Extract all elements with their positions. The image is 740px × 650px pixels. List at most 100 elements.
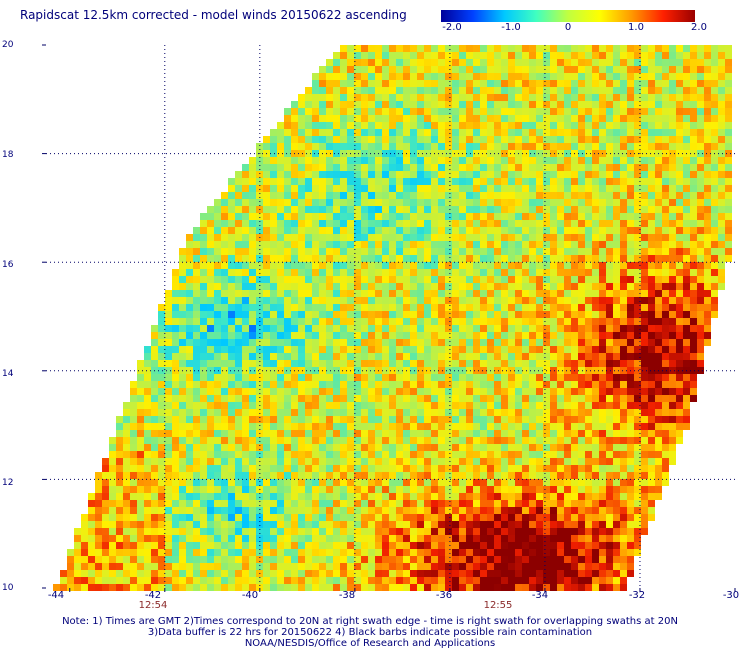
swath-cell bbox=[305, 199, 312, 206]
swath-cell bbox=[312, 276, 319, 283]
swath-cell bbox=[557, 339, 564, 346]
swath-cell bbox=[403, 297, 410, 304]
swath-cell bbox=[543, 486, 550, 493]
swath-cell bbox=[249, 234, 256, 241]
swath-cell bbox=[249, 220, 256, 227]
swath-cell bbox=[214, 206, 221, 213]
swath-cell bbox=[235, 220, 242, 227]
swath-cell bbox=[494, 129, 501, 136]
swath-cell bbox=[459, 108, 466, 115]
swath-cell bbox=[326, 360, 333, 367]
swath-cell bbox=[473, 444, 480, 451]
swath-cell bbox=[585, 220, 592, 227]
swath-cell bbox=[690, 143, 697, 150]
swath-cell bbox=[564, 227, 571, 234]
swath-cell bbox=[690, 206, 697, 213]
swath-cell bbox=[130, 444, 137, 451]
swath-cell bbox=[508, 276, 515, 283]
swath-cell bbox=[508, 199, 515, 206]
swath-cell bbox=[515, 297, 522, 304]
swath-cell bbox=[186, 500, 193, 507]
swath-cell bbox=[459, 353, 466, 360]
swath-cell bbox=[508, 227, 515, 234]
swath-cell bbox=[452, 507, 459, 514]
swath-cell bbox=[473, 374, 480, 381]
swath-cell bbox=[214, 402, 221, 409]
swath-cell bbox=[536, 213, 543, 220]
swath-cell bbox=[382, 248, 389, 255]
swath-cell bbox=[522, 304, 529, 311]
swath-cell bbox=[305, 332, 312, 339]
swath-cell bbox=[557, 283, 564, 290]
swath-cell bbox=[375, 66, 382, 73]
swath-cell bbox=[585, 367, 592, 374]
swath-cell bbox=[305, 192, 312, 199]
swath-cell bbox=[179, 416, 186, 423]
swath-cell bbox=[648, 325, 655, 332]
swath-cell bbox=[347, 395, 354, 402]
swath-cell bbox=[319, 381, 326, 388]
swath-cell bbox=[375, 416, 382, 423]
swath-cell bbox=[466, 269, 473, 276]
swath-cell bbox=[536, 367, 543, 374]
swath-cell bbox=[291, 423, 298, 430]
swath-cell bbox=[466, 367, 473, 374]
swath-cell bbox=[515, 234, 522, 241]
swath-cell bbox=[648, 297, 655, 304]
swath-cell bbox=[508, 150, 515, 157]
swath-cell bbox=[641, 241, 648, 248]
swath-cell bbox=[536, 451, 543, 458]
swath-cell bbox=[326, 493, 333, 500]
swath-cell bbox=[270, 234, 277, 241]
swath-cell bbox=[557, 409, 564, 416]
swath-cell bbox=[557, 94, 564, 101]
swath-cell bbox=[256, 493, 263, 500]
swath-cell bbox=[592, 129, 599, 136]
swath-cell bbox=[319, 304, 326, 311]
swath-cell bbox=[697, 353, 704, 360]
swath-cell bbox=[641, 297, 648, 304]
swath-cell bbox=[235, 325, 242, 332]
swath-cell bbox=[550, 157, 557, 164]
swath-cell bbox=[480, 143, 487, 150]
swath-cell bbox=[172, 416, 179, 423]
swath-cell bbox=[578, 101, 585, 108]
swath-cell bbox=[389, 297, 396, 304]
swath-cell bbox=[109, 465, 116, 472]
swath-cell bbox=[599, 283, 606, 290]
swath-cell bbox=[389, 213, 396, 220]
swath-cell bbox=[501, 241, 508, 248]
swath-cell bbox=[606, 185, 613, 192]
swath-cell bbox=[116, 465, 123, 472]
swath-cell bbox=[375, 276, 382, 283]
swath-cell bbox=[389, 444, 396, 451]
swath-cell bbox=[403, 122, 410, 129]
swath-cell bbox=[508, 171, 515, 178]
swath-cell bbox=[669, 360, 676, 367]
swath-cell bbox=[368, 192, 375, 199]
swath-cell bbox=[501, 423, 508, 430]
swath-cell bbox=[333, 157, 340, 164]
swath-cell bbox=[557, 66, 564, 73]
swath-cell bbox=[368, 297, 375, 304]
swath-cell bbox=[641, 325, 648, 332]
swath-cell bbox=[487, 500, 494, 507]
swath-cell bbox=[305, 227, 312, 234]
swath-cell bbox=[704, 283, 711, 290]
swath-cell bbox=[508, 248, 515, 255]
swath-cell bbox=[417, 262, 424, 269]
swath-cell bbox=[207, 416, 214, 423]
swath-cell bbox=[256, 171, 263, 178]
swath-cell bbox=[543, 66, 550, 73]
swath-cell bbox=[263, 199, 270, 206]
swath-cell bbox=[501, 332, 508, 339]
swath-cell bbox=[249, 318, 256, 325]
swath-cell bbox=[130, 493, 137, 500]
swath-cell bbox=[368, 262, 375, 269]
swath-cell bbox=[578, 444, 585, 451]
swath-cell bbox=[550, 374, 557, 381]
swath-cell bbox=[382, 507, 389, 514]
swath-cell bbox=[165, 367, 172, 374]
swath-cell bbox=[368, 304, 375, 311]
swath-cell bbox=[704, 94, 711, 101]
